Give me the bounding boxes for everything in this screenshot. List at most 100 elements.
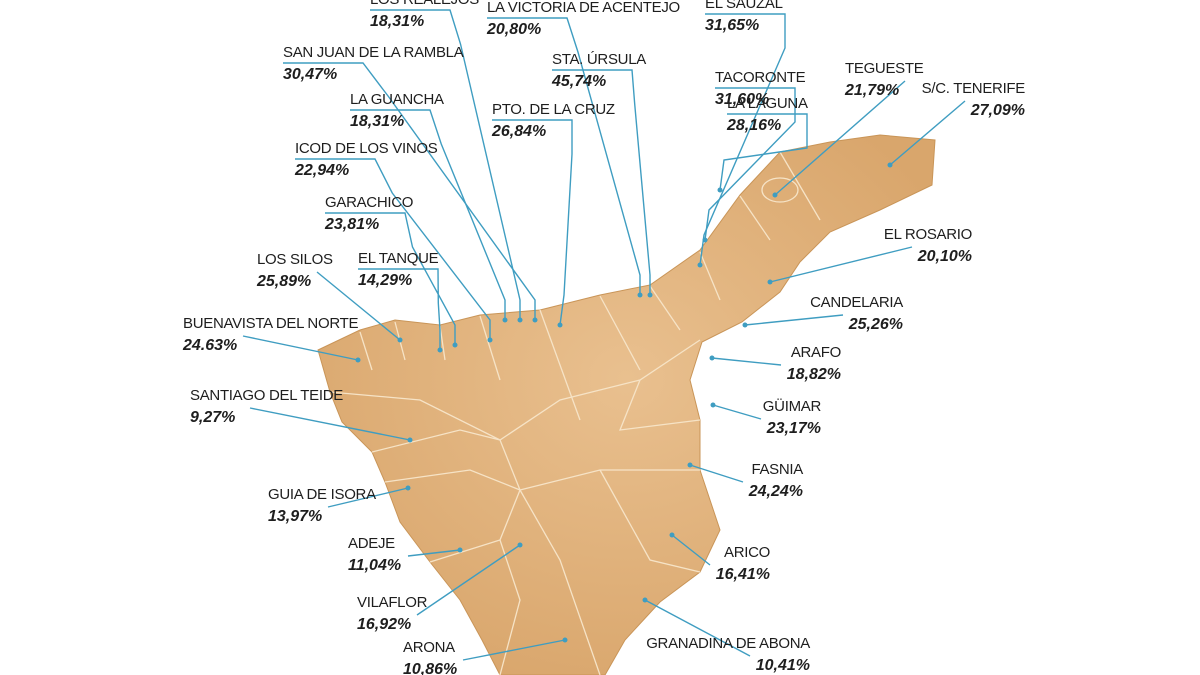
leader-line xyxy=(358,268,441,350)
leader-dot xyxy=(532,317,538,323)
municipality-label: EL SAUZAL 31,65% xyxy=(705,0,783,34)
municipality-name: LOS REALEJOS xyxy=(370,0,479,8)
municipality-label: GARACHICO 23,81% xyxy=(324,194,413,233)
municipality-name: GARACHICO xyxy=(325,194,413,211)
leader-dot xyxy=(562,637,568,643)
leader-dot xyxy=(887,162,893,168)
leader-line xyxy=(327,487,409,508)
municipality-label: GUIA DE ISORA 13,97% xyxy=(268,486,376,525)
leader-line xyxy=(711,357,782,366)
leader-line xyxy=(774,80,906,196)
municipality-percentage: 16,92% xyxy=(357,616,411,633)
municipality-label: ARAFO 18,82% xyxy=(787,344,842,383)
leader-dot xyxy=(487,337,493,343)
leader-line xyxy=(671,534,711,566)
leader-line xyxy=(242,335,359,361)
leader-dot xyxy=(637,292,643,298)
leader-dot xyxy=(772,192,778,198)
leader-line xyxy=(350,109,506,320)
municipality-label: SANTIAGO DEL TEIDE 9,27% xyxy=(190,387,344,426)
island xyxy=(317,134,936,675)
leader-dot xyxy=(437,347,443,353)
leader-dot xyxy=(457,547,463,553)
leader-line xyxy=(712,404,762,420)
leader-dot xyxy=(517,542,523,548)
municipality-percentage: 10,41% xyxy=(756,657,810,674)
municipality-percentage: 22,94% xyxy=(294,162,349,179)
leader-dot xyxy=(697,262,703,268)
leader-line xyxy=(462,639,566,661)
leader-dot xyxy=(669,532,675,538)
leader-line xyxy=(689,464,744,483)
municipality-percentage: 25,89% xyxy=(256,273,311,290)
municipality-name: EL TANQUE xyxy=(358,250,439,267)
leader-line xyxy=(644,599,751,657)
municipality-percentage: 31,65% xyxy=(705,17,759,34)
municipality-label: STA. ÚRSULA 45,74% xyxy=(551,51,647,90)
leader-dot xyxy=(767,279,773,285)
municipality-name: S/C. TENERIFE xyxy=(922,80,1026,97)
leader-dot xyxy=(405,485,411,491)
municipality-label: GRANADINA DE ABONA 10,41% xyxy=(646,635,810,674)
municipality-name: ARAFO xyxy=(791,344,841,361)
municipality-label: GÜIMAR 23,17% xyxy=(763,397,822,437)
municipality-percentage: 23,17% xyxy=(766,420,821,437)
leader-line xyxy=(325,212,456,345)
municipality-label: VILAFLOR 16,92% xyxy=(357,594,428,633)
municipality-percentage: 21,79% xyxy=(844,82,899,99)
leader-line xyxy=(487,17,641,295)
municipality-name: ARICO xyxy=(724,544,770,561)
municipality-percentage: 24,24% xyxy=(748,483,803,500)
municipality-label: CANDELARIA 25,26% xyxy=(810,294,903,333)
leader-dot xyxy=(397,337,403,343)
municipality-name: SANTIAGO DEL TEIDE xyxy=(190,387,343,404)
leader-line xyxy=(249,407,411,441)
municipality-label: ADEJE 11,04% xyxy=(348,535,401,574)
municipality-name: STA. ÚRSULA xyxy=(552,51,646,68)
municipality-percentage: 20,10% xyxy=(917,248,972,265)
leader-line xyxy=(416,544,521,616)
leader-line xyxy=(704,87,796,241)
leader-line xyxy=(370,9,521,320)
labels: LOS REALEJOS 18,31% LA VICTORIA DE ACENTEJ… xyxy=(182,0,1026,675)
municipality-percentage: 30,47% xyxy=(283,66,337,83)
municipality-name: GUIA DE ISORA xyxy=(268,486,376,503)
municipality-name: CANDELARIA xyxy=(810,294,903,311)
municipality-percentage: 18,31% xyxy=(350,113,404,130)
municipality-label: ARICO 16,41% xyxy=(716,544,771,583)
leader-dot xyxy=(502,317,508,323)
leader-dot xyxy=(452,342,458,348)
leader-dot xyxy=(717,187,723,193)
municipality-label: BUENAVISTA DEL NORTE 24.63% xyxy=(182,315,359,354)
leader-dot xyxy=(557,322,563,328)
leader-line xyxy=(719,113,808,191)
municipality-label: FASNIA 24,24% xyxy=(748,461,804,500)
municipality-percentage: 11,04% xyxy=(348,557,401,574)
municipality-percentage: 26,84% xyxy=(491,123,546,140)
leader-dot xyxy=(742,322,748,328)
municipality-percentage: 25,26% xyxy=(848,316,903,333)
municipality-percentage: 16,41% xyxy=(716,566,770,583)
leader-line xyxy=(552,69,651,295)
municipality-name: GRANADINA DE ABONA xyxy=(646,635,810,652)
municipality-label: PTO. DE LA CRUZ 26,84% xyxy=(491,101,615,140)
municipality-name: ICOD DE LOS VINOS xyxy=(295,140,438,157)
leader-dot xyxy=(355,357,361,363)
leader-dot xyxy=(407,437,413,443)
municipality-label: LOS REALEJOS 18,31% xyxy=(370,0,480,30)
municipality-name: BUENAVISTA DEL NORTE xyxy=(183,315,358,332)
municipality-label: TEGUESTE 21,79% xyxy=(844,60,924,99)
leader-line xyxy=(699,13,786,266)
leader-dot xyxy=(642,597,648,603)
municipality-name: ADEJE xyxy=(348,535,395,552)
municipality-name: GÜIMAR xyxy=(763,397,822,415)
municipality-percentage: 24.63% xyxy=(182,337,237,354)
municipality-label: LA VICTORIA DE ACENTEJO 20,80% xyxy=(486,0,680,38)
municipality-name: LOS SILOS xyxy=(257,251,333,268)
leader-line xyxy=(769,246,913,283)
municipality-name: EL SAUZAL xyxy=(705,0,783,12)
leader-dot xyxy=(647,292,653,298)
leader-line xyxy=(889,100,966,166)
